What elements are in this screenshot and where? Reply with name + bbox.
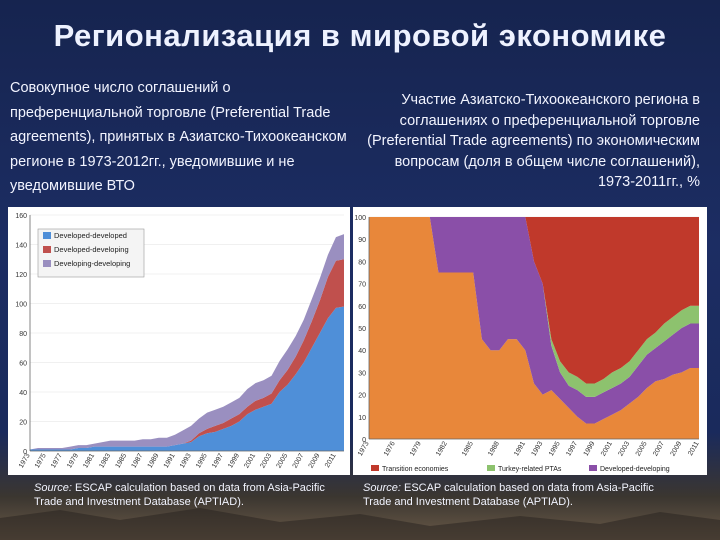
y-tick-label: 100 — [354, 215, 366, 222]
x-tick-label: 1993 — [531, 440, 545, 457]
page-title: Регионализация в мировой экономике — [53, 18, 667, 53]
series-area-2 — [30, 259, 344, 450]
x-tick-label: 1991 — [513, 440, 527, 457]
x-tick-label: 1993 — [179, 452, 193, 469]
x-tick-label: 1999 — [583, 440, 597, 457]
x-tick-label: 2005 — [635, 440, 649, 457]
x-tick-label: 2005 — [276, 452, 290, 469]
legend-label: Developed-developing — [600, 466, 670, 473]
x-tick-label: 1989 — [147, 452, 161, 469]
y-tick-label: 30 — [358, 370, 366, 377]
left-chart-panel: 0 20 40 60 80 100 120 140 160 1973 1975 1977 1979 198… — [8, 207, 350, 475]
series-area-4 — [369, 217, 699, 384]
left-source-text: ESCAP calculation based on data from Asi… — [34, 482, 325, 508]
legend-swatch — [43, 260, 51, 267]
y-tick-label: 10 — [358, 415, 366, 422]
x-tick-label: 1995 — [548, 440, 562, 457]
x-tick-label: 2007 — [292, 452, 306, 469]
y-tick-label: 90 — [358, 237, 366, 244]
y-tick-label: 80 — [358, 259, 366, 266]
x-tick-label: 2001 — [243, 452, 257, 469]
y-tick-label: 40 — [19, 390, 27, 397]
x-tick-label: 1987 — [131, 452, 145, 469]
x-tick-label: 1979 — [409, 440, 423, 457]
y-tick-label: 0 — [23, 449, 27, 456]
x-tick-label: 1985 — [114, 452, 128, 469]
right-source-label: Source: — [363, 482, 401, 494]
mountain-silhouette — [0, 508, 720, 540]
legend-label: Developed-developing — [54, 245, 129, 254]
chart-legend: Transition economies Turkey-related PTAs D… — [371, 465, 670, 473]
series-area-2 — [369, 217, 699, 424]
right-source-note: Source: ESCAP calculation based on data … — [363, 481, 663, 509]
y-tick-label: 40 — [358, 348, 366, 355]
x-tick-label: 1976 — [383, 440, 397, 457]
x-tick-label: 2009 — [308, 452, 322, 469]
x-tick-label: 2011 — [687, 440, 701, 457]
y-tick-label: 0 — [362, 437, 366, 444]
y-tick-label: 120 — [15, 272, 27, 279]
x-tick-label: 2007 — [652, 440, 666, 457]
left-source-note: Source: ESCAP calculation based on data … — [34, 481, 334, 509]
x-tick-label: 1997 — [211, 452, 225, 469]
legend-swatch — [487, 465, 495, 471]
y-tick-label: 140 — [15, 243, 27, 250]
left-source-label: Source: — [34, 482, 72, 494]
y-tick-label: 100 — [15, 302, 27, 309]
y-tick-label: 60 — [19, 361, 27, 368]
legend-label: Developed-developed — [54, 231, 127, 240]
x-tick-label: 1975 — [34, 452, 48, 469]
x-tick-label: 1999 — [227, 452, 241, 469]
x-tick-label: 2003 — [617, 440, 631, 457]
right-chart-caption: Участие Азиатско-Тихоокеанского региона … — [367, 92, 700, 190]
x-tick-label: 1979 — [66, 452, 80, 469]
x-tick-label: 1973 — [18, 452, 32, 469]
legend-box — [37, 228, 145, 278]
x-tick-label: 2009 — [670, 440, 684, 457]
left-chart-caption: Совокупное число соглашений о преференци… — [10, 80, 347, 194]
y-tick-label: 160 — [15, 213, 27, 220]
x-tick-label: 1991 — [163, 452, 177, 469]
y-tick-label: 80 — [19, 331, 27, 338]
legend-label: Transition economies — [382, 466, 449, 473]
y-tick-label: 50 — [358, 326, 366, 333]
y-tick-label: 20 — [19, 420, 27, 427]
x-tick-label: 1983 — [98, 452, 112, 469]
x-tick-label: 1982 — [435, 440, 449, 457]
x-tick-label: 1985 — [461, 440, 475, 457]
chart-legend: Developed-developed Developed-developing D… — [37, 228, 145, 278]
legend-swatch — [371, 465, 379, 471]
y-tick-label: 20 — [358, 393, 366, 400]
x-tick-label: 1997 — [565, 440, 579, 457]
x-tick-label: 1973 — [357, 440, 371, 457]
x-tick-label: 2011 — [324, 452, 338, 469]
series-area-3 — [30, 234, 344, 450]
x-tick-label: 1981 — [82, 452, 96, 469]
legend-label: Turkey-related PTAs — [498, 466, 562, 473]
legend-swatch — [43, 232, 51, 239]
y-tick-label: 70 — [358, 282, 366, 289]
x-tick-label: 1988 — [487, 440, 501, 457]
x-tick-label: 1995 — [195, 452, 209, 469]
y-tick-label: 60 — [358, 304, 366, 311]
right-area-chart: 0 10 20 30 40 50 60 70 80 90 100 1973 1976 1979 1982 19… — [354, 215, 701, 473]
series-area-1 — [30, 306, 344, 451]
legend-swatch — [589, 465, 597, 471]
x-tick-label: 1977 — [50, 452, 64, 469]
x-tick-label: 2001 — [600, 440, 614, 457]
right-source-text: ESCAP calculation based on data from Asi… — [363, 482, 654, 508]
legend-label: Developing-developing — [54, 259, 130, 268]
x-tick-label: 2003 — [259, 452, 273, 469]
legend-swatch — [43, 246, 51, 253]
right-chart-panel: 0 10 20 30 40 50 60 70 80 90 100 1973 1976 1979 1982 19… — [353, 207, 707, 475]
